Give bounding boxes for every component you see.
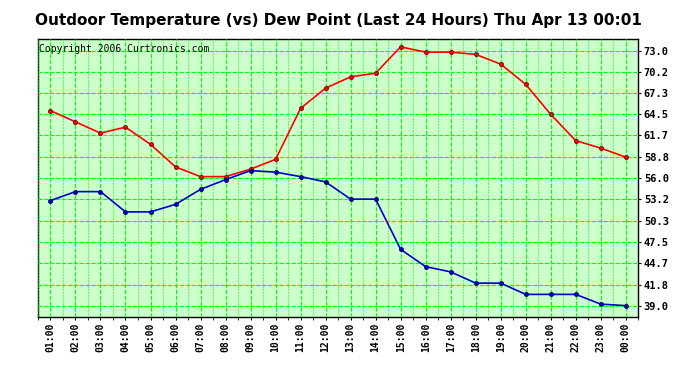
Text: Outdoor Temperature (vs) Dew Point (Last 24 Hours) Thu Apr 13 00:01: Outdoor Temperature (vs) Dew Point (Last… <box>34 13 642 28</box>
Text: Copyright 2006 Curtronics.com: Copyright 2006 Curtronics.com <box>39 44 210 54</box>
